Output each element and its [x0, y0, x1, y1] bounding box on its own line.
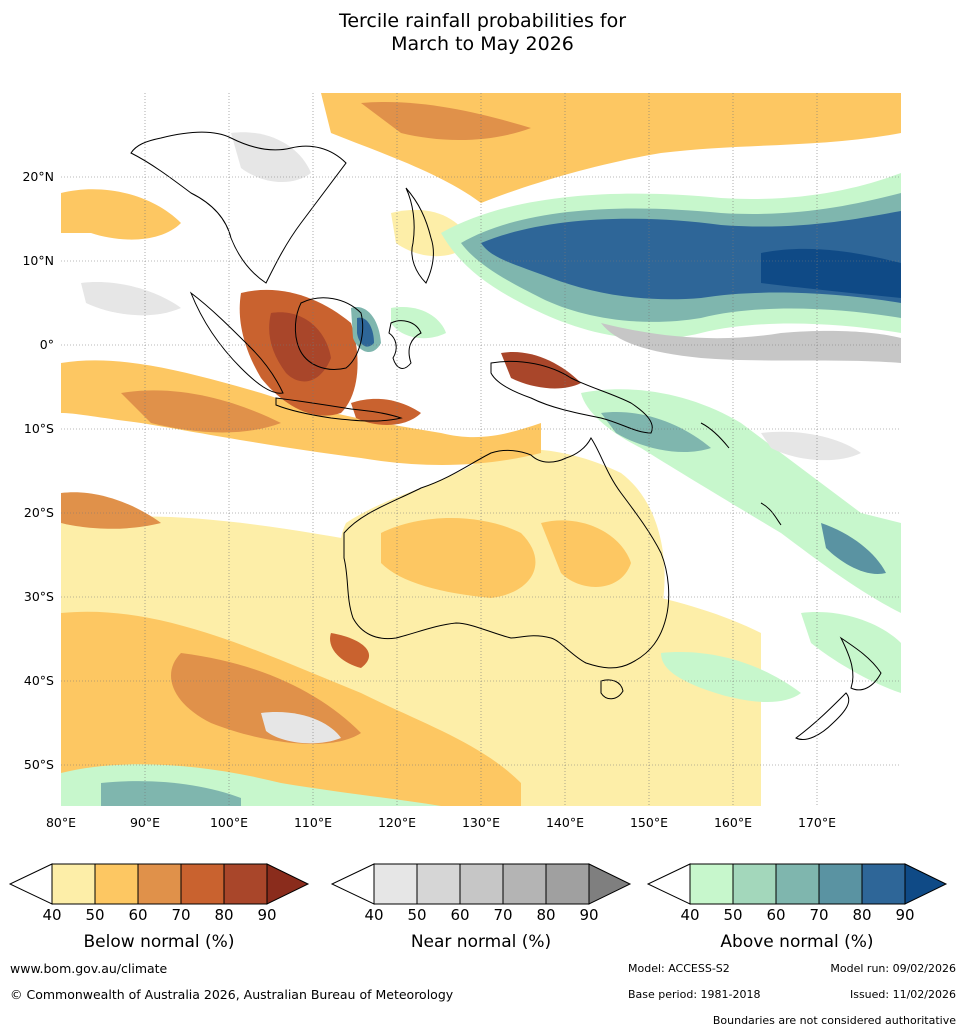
cbar-near-swatch-1: [416, 863, 461, 905]
colorbar-above-ticks: 40 50 60 70 80 90: [646, 906, 948, 926]
lat-label-40s: 40°S: [23, 673, 54, 688]
cbar-near-swatch-4: [545, 863, 590, 905]
cbar-near-tick-80: 80: [536, 906, 556, 924]
title-line-2: March to May 2026: [391, 33, 574, 55]
colorbar-above-normal: [646, 863, 948, 905]
lon-label-100e: 100°E: [209, 815, 248, 830]
lon-label-140e: 140°E: [545, 815, 584, 830]
cbar-below-swatch-3: [180, 863, 225, 905]
title-line-1: Tercile rainfall probabilities for: [338, 10, 627, 32]
lon-label-120e: 120°E: [377, 815, 416, 830]
colorbar-above-title: Above normal (%): [720, 932, 874, 952]
cbar-above-swatch-5: [904, 863, 948, 905]
footer-disclaimer: Boundaries are not considered authoritat…: [712, 1014, 956, 1027]
lon-label-150e: 150°E: [629, 815, 668, 830]
cbar-below-swatch-2: [137, 863, 182, 905]
cbar-below-tick-80: 80: [214, 906, 234, 924]
footer-website: www.bom.gov.au/climate: [10, 961, 168, 976]
cbar-below-tick-50: 50: [85, 906, 105, 924]
lat-label-20n: 20°N: [22, 169, 54, 184]
colorbar-near-normal: [330, 863, 632, 905]
cbar-above-swatch-1: [732, 863, 777, 905]
footer-base-period: Base period: 1981-2018: [628, 988, 761, 1001]
cbar-above-swatch-0: [689, 863, 734, 905]
lat-label-30s: 30°S: [23, 589, 54, 604]
lat-label-0: 0°: [39, 337, 54, 352]
cbar-above-tick-40: 40: [680, 906, 700, 924]
lat-label-10n: 10°N: [22, 253, 54, 268]
cbar-above-swatch-4: [861, 863, 906, 905]
cbar-below-tick-60: 60: [128, 906, 148, 924]
cbar-above-tick-50: 50: [723, 906, 743, 924]
cbar-near-tick-70: 70: [493, 906, 513, 924]
lat-label-10s: 10°S: [23, 421, 54, 436]
cbar-above-tick-90: 90: [895, 906, 915, 924]
cbar-above-tick-70: 70: [809, 906, 829, 924]
cbar-near-tick-60: 60: [450, 906, 470, 924]
colorbar-below-ticks: 40 50 60 70 80 90: [8, 906, 310, 926]
footer-copyright: © Commonwealth of Australia 2026, Austra…: [10, 987, 454, 1002]
lon-label-110e: 110°E: [293, 815, 332, 830]
cbar-below-swatch-4: [223, 863, 268, 905]
cbar-near-tick-40: 40: [364, 906, 384, 924]
lon-label-130e: 130°E: [461, 815, 500, 830]
cbar-near-swatch-5: [588, 863, 632, 905]
cbar-near-tick-90: 90: [579, 906, 599, 924]
cbar-above-tick-60: 60: [766, 906, 786, 924]
colorbar-near-ticks: 40 50 60 70 80 90: [330, 906, 632, 926]
footer-model: Model: ACCESS-S2: [628, 962, 730, 975]
lon-label-80e: 80°E: [45, 815, 77, 830]
cbar-above-tick-80: 80: [852, 906, 872, 924]
lon-label-160e: 160°E: [713, 815, 752, 830]
cbar-near-swatch-3: [502, 863, 547, 905]
cbar-below-swatch-0: [51, 863, 96, 905]
colorbar-below-normal: [8, 863, 310, 905]
cbar-below-swatch-5: [266, 863, 310, 905]
cbar-near-swatch-0: [373, 863, 418, 905]
colorbar-near-title: Near normal (%): [410, 932, 552, 952]
lat-label-50s: 50°S: [23, 757, 54, 772]
cbar-below-tick-70: 70: [171, 906, 191, 924]
footer-model-run: Model run: 09/02/2026: [830, 962, 956, 975]
map-canvas: [61, 93, 901, 806]
lon-label-170e: 170°E: [797, 815, 836, 830]
cbar-near-tick-50: 50: [407, 906, 427, 924]
colorbar-below-title: Below normal (%): [83, 932, 235, 952]
rainfall-map: [61, 93, 901, 806]
cbar-above-swatch-3: [818, 863, 863, 905]
cbar-above-swatch-2: [775, 863, 820, 905]
cbar-below-tick-40: 40: [42, 906, 62, 924]
cbar-below-swatch-1: [94, 863, 139, 905]
cbar-below-tick-90: 90: [257, 906, 277, 924]
map-title: Tercile rainfall probabilities for March…: [0, 10, 965, 56]
cbar-near-swatch-2: [459, 863, 504, 905]
lon-label-90e: 90°E: [129, 815, 161, 830]
footer-issued: Issued: 11/02/2026: [849, 988, 956, 1001]
lat-label-20s: 20°S: [23, 505, 54, 520]
